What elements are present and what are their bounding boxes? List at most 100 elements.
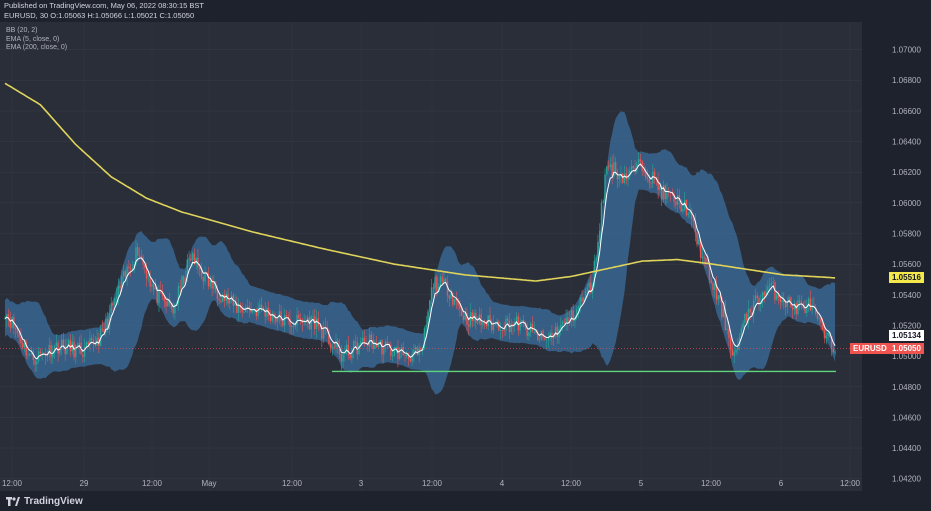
candle-body [115,296,118,299]
price-axis[interactable]: 1.07000 1.06800 1.06600 1.06400 1.06200 1.060… [862,22,931,491]
ema200-price-tag: 1.05516 [889,271,924,283]
candle-body [765,291,767,296]
candle-body [252,309,254,313]
candle-body [476,322,479,324]
candle-body [243,312,245,313]
candle-body [4,318,6,320]
candle-body [108,312,111,329]
legend-ema200[interactable]: EMA (200, close, 0) [6,44,68,51]
candle-body [547,337,550,340]
candle-body [567,317,569,324]
candle-body [409,359,412,362]
candle-body [682,208,684,212]
tradingview-logo[interactable]: TradingView [6,496,83,507]
candle-body [807,298,810,306]
candle-body [386,341,389,344]
candle-body [259,304,261,308]
candle-body [742,322,744,329]
candle-body [657,180,659,191]
candle-body [234,302,236,306]
legend-bb[interactable]: BB (20, 2) [6,27,38,34]
candle-body [823,329,826,338]
candle-body [53,345,56,354]
candle-body [460,308,463,316]
candle-body [174,304,176,314]
candle-body [319,325,321,327]
candle-body [209,279,212,287]
top-bar: Published on TradingView.com, May 06, 20… [0,0,931,22]
candle-body [181,276,183,288]
candle-body [722,308,725,318]
candle-body [806,305,808,314]
price-tick-label: 1.04400 [892,444,921,453]
candle-body [147,278,150,280]
candle-body [83,346,86,357]
indicator-legend: BB (20, 2) EMA (5, close, 0) EMA (200, c… [6,27,67,53]
candle-body [770,282,773,285]
time-tick-label: 12:00 [142,479,163,488]
price-tick-label: 1.04200 [892,475,921,484]
candle-body [315,318,318,329]
candle-body [345,344,348,353]
candle-body [89,338,91,345]
candle-body [291,325,293,327]
candle-body [432,287,435,289]
candle-body [361,337,364,342]
candle-body [731,349,734,356]
candle-body [623,173,626,183]
candle-body [791,307,794,310]
time-axis[interactable]: 12:00 29 12:00 May 12:00 3 12:00 4 12:00 5 12:00 6 1… [2,479,861,488]
candle-body [393,347,396,356]
candle-body [618,175,620,180]
candle-body [816,312,819,319]
candle-body [117,285,119,297]
candle-body [395,347,397,348]
candle-body [457,300,459,306]
candle-body [496,321,498,323]
candle-body [29,354,31,356]
price-tick-label: 1.05800 [892,230,921,239]
candle-body [154,287,157,290]
candle-body [69,340,72,352]
candle-body [140,255,142,258]
candle-body [744,313,746,323]
candle-body [344,352,346,354]
candle-body [572,310,574,322]
candle-body [6,314,8,319]
candle-body [492,323,495,331]
candle-body [404,355,406,356]
candle-body [583,297,585,302]
candle-body [751,312,753,315]
candle-body [629,170,631,176]
candle-body [151,284,153,287]
candle-body [593,260,596,286]
candle-body [737,345,739,350]
published-info: Published on TradingView.com, May 06, 20… [4,1,204,10]
candle-body [283,315,286,326]
candle-body [202,276,204,282]
candle-body [191,253,194,261]
time-tick-label: 3 [359,479,364,488]
candle-body [491,321,493,331]
candle-body [340,354,342,362]
candle-body [800,302,803,304]
candle-body [452,293,454,305]
candle-body [184,278,187,284]
candle-body [14,328,17,330]
price-tick-label: 1.05000 [892,352,921,361]
candle-body [830,336,833,349]
candle-body [60,339,63,348]
candle-body [229,299,231,304]
candle-body [501,330,504,331]
candle-body [659,186,661,191]
price-tick-label: 1.06200 [892,168,921,177]
candle-body [726,329,728,331]
legend-ema5[interactable]: EMA (5, close, 0) [6,35,60,43]
footer-bar [0,491,931,511]
candle-body [701,256,704,258]
candle-body [190,258,192,261]
candle-body [834,351,836,353]
candle-body [303,321,305,323]
candle-body [333,346,335,348]
